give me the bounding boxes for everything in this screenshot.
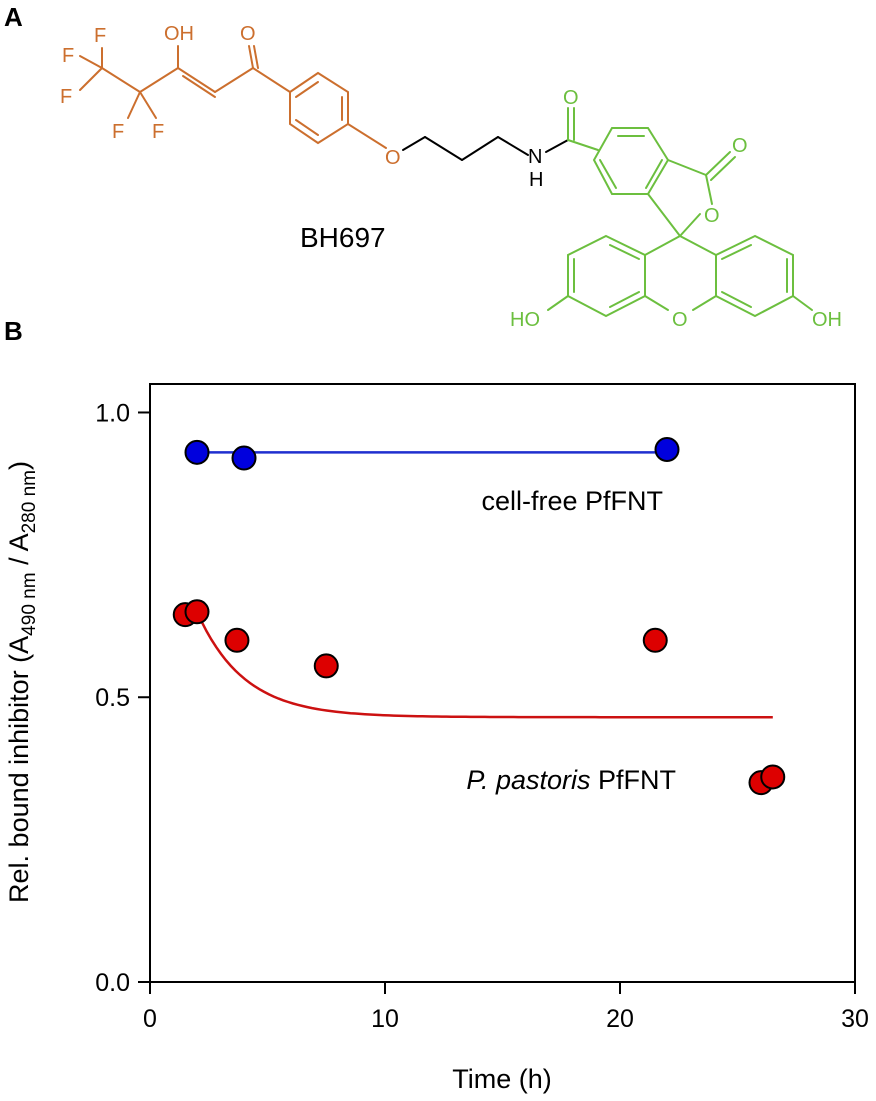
atom-oh: OH (812, 309, 842, 331)
atom-o-carbonyl: O (732, 135, 748, 157)
atom-n: N (528, 146, 542, 168)
fluorescein-atoms: O O O O HO OH (510, 87, 842, 331)
atom-o-amide: O (563, 87, 579, 109)
x-tick-label: 20 (606, 1005, 634, 1033)
x-tick-label: 0 (143, 1005, 157, 1033)
series-label-p-pastoris: P. pastoris PfFNT (466, 765, 676, 795)
chart: 0 10 20 30 0.0 0.5 1.0 Time (h) Rel. bound in… (4, 383, 869, 1094)
structure-bh697: F F F F F OH O O N H (60, 23, 842, 331)
data-point-series-1 (642, 627, 668, 653)
y-axis-title-end: ) (4, 461, 34, 470)
atom-o-lactone: O (704, 205, 720, 227)
y-tick-label: 0.0 (95, 969, 130, 997)
data-point-series-1 (184, 599, 210, 625)
atom-o-keto: O (240, 23, 256, 45)
data-points (172, 436, 786, 796)
data-point-series-0 (231, 445, 257, 471)
compound-name: BH697 (300, 222, 386, 253)
atom-f: F (60, 86, 72, 108)
linker-bonds (402, 136, 569, 161)
atom-f: F (152, 121, 164, 143)
head-group-atoms: F F F F F OH O O (60, 23, 401, 169)
y-axis-title: Rel. bound inhibitor (A490 nm / A280 nm) (4, 461, 40, 903)
data-point-series-0 (184, 439, 210, 465)
fit-lines (195, 451, 773, 719)
data-point-series-1 (224, 627, 250, 653)
y-tick-label: 0.5 (95, 684, 130, 712)
fit-line-series-1 (195, 611, 773, 719)
y-tick-label: 1.0 (95, 399, 130, 427)
y-axis: 0.0 0.5 1.0 (95, 399, 150, 997)
data-point-series-1 (760, 764, 786, 790)
y-axis-title-main: Rel. bound inhibitor (A (4, 636, 34, 903)
data-point-series-1 (313, 653, 339, 679)
panel-a-letter: A (4, 2, 23, 32)
series-label-rest: PfFNT (591, 765, 677, 795)
x-tick-label: 30 (841, 1005, 869, 1033)
atom-ho: HO (510, 309, 540, 331)
atom-f: F (112, 121, 124, 143)
atom-o-ether: O (385, 147, 401, 169)
atom-h: H (529, 169, 543, 191)
data-point-series-0 (654, 436, 680, 462)
linker-atoms: N H (528, 146, 543, 191)
x-axis-title: Time (h) (452, 1064, 552, 1094)
atom-f: F (94, 25, 106, 47)
plot-frame (149, 383, 856, 983)
x-axis: 0 10 20 30 (143, 982, 869, 1033)
series-label-cell-free: cell-free PfFNT (481, 486, 663, 516)
y-axis-title-sub2: 280 nm (19, 470, 40, 533)
atom-f: F (62, 45, 74, 67)
series-label-italic: P. pastoris (466, 765, 590, 795)
atom-o-xanthene: O (672, 309, 688, 331)
x-tick-label: 10 (371, 1005, 399, 1033)
fluorescein-bonds (547, 107, 813, 318)
panel-b-letter: B (4, 316, 23, 346)
y-axis-title-sub1: 490 nm (19, 572, 40, 635)
atom-oh: OH (164, 23, 194, 45)
y-axis-title-mid: / A (4, 533, 34, 572)
head-group-bonds (79, 45, 387, 149)
